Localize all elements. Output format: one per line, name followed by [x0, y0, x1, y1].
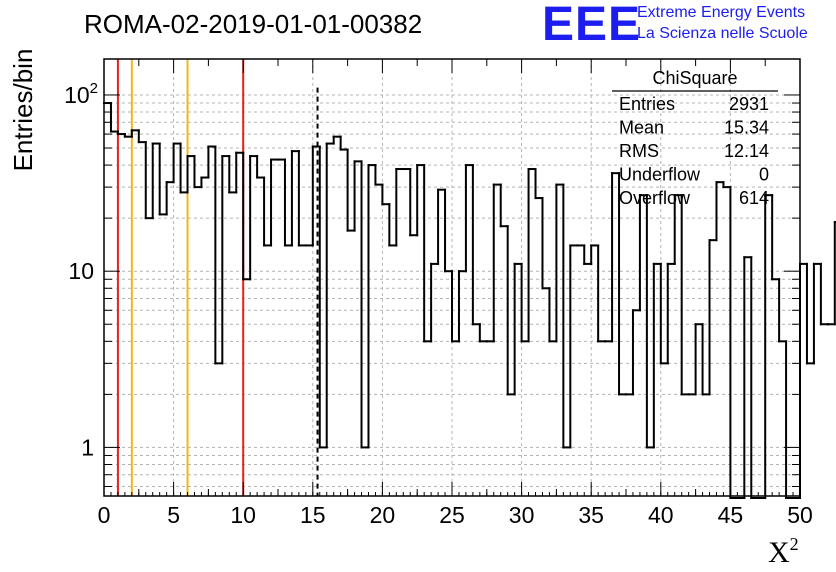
x-tick-label: 20	[370, 502, 396, 528]
logo-line-1: Extreme Energy Events	[637, 4, 805, 21]
x-tick-label: 25	[439, 502, 465, 528]
x-axis-label-superscript: 2	[790, 534, 799, 554]
stats-value: 0	[759, 165, 769, 185]
x-tick-label: 15	[300, 502, 326, 528]
stats-label: Entries	[619, 94, 675, 114]
x-tick-label: 40	[648, 502, 674, 528]
x-tick-label: 45	[718, 502, 744, 528]
stats-label: Mean	[619, 118, 664, 138]
stats-rows: Entries 2931 Mean 15.34 RMS 12.14 Underflow 0 Ov…	[619, 94, 769, 208]
histogram-series	[103, 102, 836, 499]
stats-value: 12.14	[724, 141, 769, 161]
y-tick-label-exponent: 2	[90, 80, 98, 97]
stats-value: 15.34	[724, 118, 769, 138]
x-axis-label-base: X	[768, 536, 790, 569]
stats-label: Overflow	[619, 188, 691, 208]
axis-ticks	[103, 59, 801, 496]
stats-title: ChiSquare	[652, 68, 737, 88]
x-tick-label: 0	[98, 502, 111, 528]
stats-value: 2931	[729, 94, 769, 114]
vertical-markers	[116, 59, 319, 496]
logo-line-2: La Scienza nelle Scuole	[637, 25, 808, 42]
x-tick-label: 10	[230, 502, 256, 528]
x-tick-label: 5	[167, 502, 180, 528]
y-tick-label: 10	[68, 258, 94, 284]
x-tick-label: 35	[578, 502, 604, 528]
x-tick-label: 50	[787, 502, 813, 528]
stats-box: ChiSquare Entries 2931 Mean 15.34 RMS 12.14 Un…	[612, 68, 778, 208]
y-tick-label: 1	[81, 434, 94, 460]
eee-logo: EEE	[542, 0, 641, 51]
stats-label: RMS	[619, 141, 659, 161]
y-tick-label: 102	[64, 80, 98, 108]
stats-value: 614	[739, 188, 769, 208]
stats-label: Underflow	[619, 165, 701, 185]
chart-title: ROMA-02-2019-01-01-00382	[84, 9, 422, 39]
y-axis-label: Entries/bin	[8, 49, 38, 172]
x-tick-label: 30	[509, 502, 535, 528]
x-axis-label: X2	[768, 534, 799, 569]
y-tick-label-base: 10	[64, 82, 90, 108]
